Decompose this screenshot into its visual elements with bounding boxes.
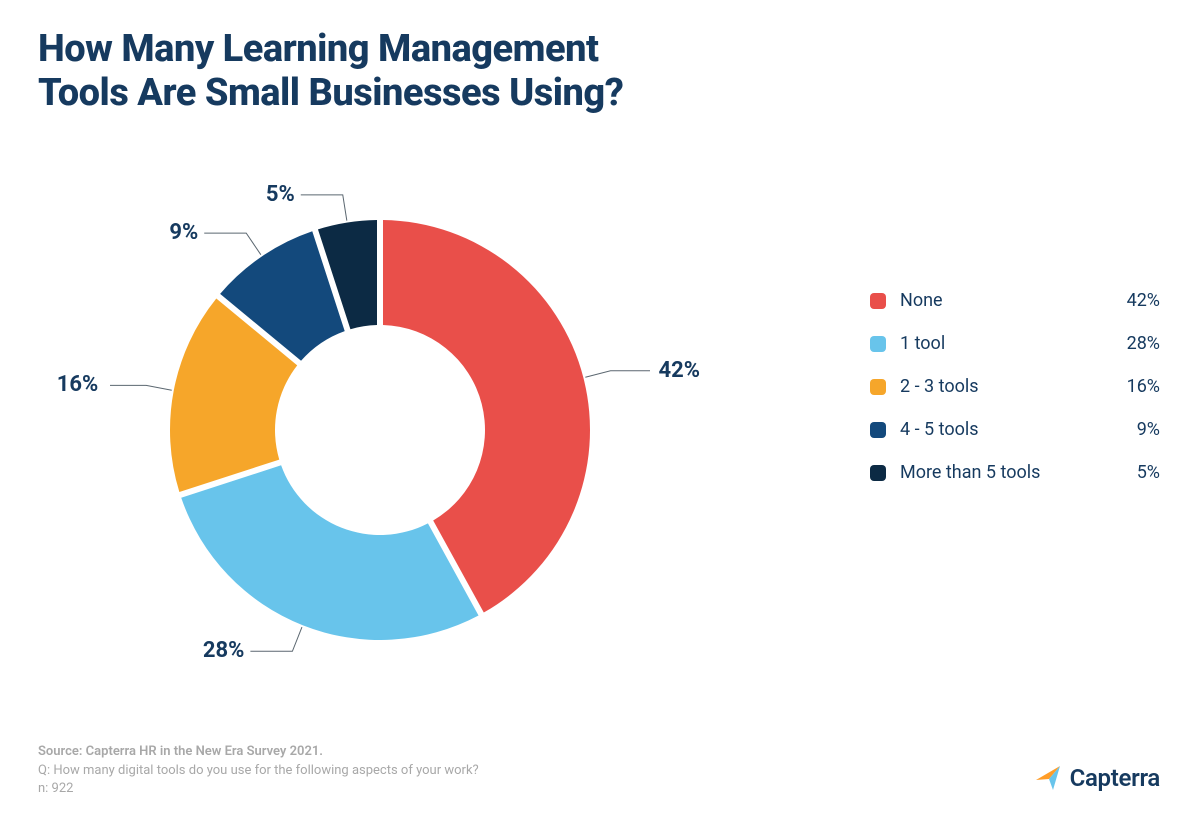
footer: Source: Capterra HR in the New Era Surve… [38,743,479,798]
legend: None42% 1 tool28% 2 - 3 tools16% 4 - 5 tool… [870,290,1160,505]
legend-label: 2 - 3 tools [900,376,1114,397]
legend-swatch [870,336,886,352]
legend-swatch [870,293,886,309]
chart-title: How Many Learning Management Tools Are S… [38,28,623,115]
legend-swatch [870,465,886,481]
legend-value: 28% [1114,333,1160,354]
legend-label: 1 tool [900,333,1114,354]
legend-value: 5% [1114,462,1160,483]
legend-swatch [870,422,886,438]
brand: Capterra [1034,764,1160,792]
legend-label: None [900,290,1114,311]
title-line-1: How Many Learning Management [38,28,623,72]
footer-question: Q: How many digital tools do you use for… [38,762,479,780]
legend-row: More than 5 tools5% [870,462,1160,483]
legend-label: 4 - 5 tools [900,419,1114,440]
leader-line [204,233,261,255]
leader-line [301,195,347,221]
slice-pct-label: 28% [203,638,245,663]
legend-swatch [870,379,886,395]
leader-line [585,371,650,377]
legend-value: 42% [1114,290,1160,311]
legend-value: 16% [1114,376,1160,397]
brand-name: Capterra [1070,764,1160,792]
legend-row: 2 - 3 tools16% [870,376,1160,397]
legend-row: 4 - 5 tools9% [870,419,1160,440]
slice-pct-label: 42% [659,358,701,383]
legend-row: 1 tool28% [870,333,1160,354]
legend-value: 9% [1114,419,1160,440]
leader-line [110,385,172,390]
footer-source: Source: Capterra HR in the New Era Surve… [38,743,479,761]
leader-line [250,627,302,651]
donut-chart: 42%28%16%9%5% [110,160,650,700]
brand-arrow-icon [1034,764,1062,792]
slice-pct-label: 5% [266,182,295,207]
slice-pct-label: 9% [169,220,198,245]
footer-n: n: 922 [38,780,479,798]
legend-label: More than 5 tools [900,462,1114,483]
slice-pct-label: 16% [57,372,99,397]
title-line-2: Tools Are Small Businesses Using? [38,72,623,116]
donut-slice [181,465,478,640]
legend-row: None42% [870,290,1160,311]
